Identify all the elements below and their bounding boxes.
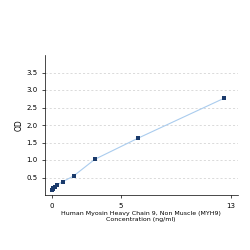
Point: [222, 96, 226, 100]
Point: [136, 136, 140, 140]
Point: [56, 182, 60, 186]
Point: [50, 187, 54, 191]
Point: [52, 185, 56, 189]
Point: [93, 157, 97, 161]
Point: [61, 180, 65, 184]
Point: [51, 186, 55, 190]
Point: [72, 174, 76, 178]
Y-axis label: OD: OD: [14, 119, 23, 131]
X-axis label: Human Myosin Heavy Chain 9, Non Muscle (MYH9)
Concentration (ng/ml): Human Myosin Heavy Chain 9, Non Muscle (…: [61, 212, 221, 222]
Point: [50, 188, 54, 192]
